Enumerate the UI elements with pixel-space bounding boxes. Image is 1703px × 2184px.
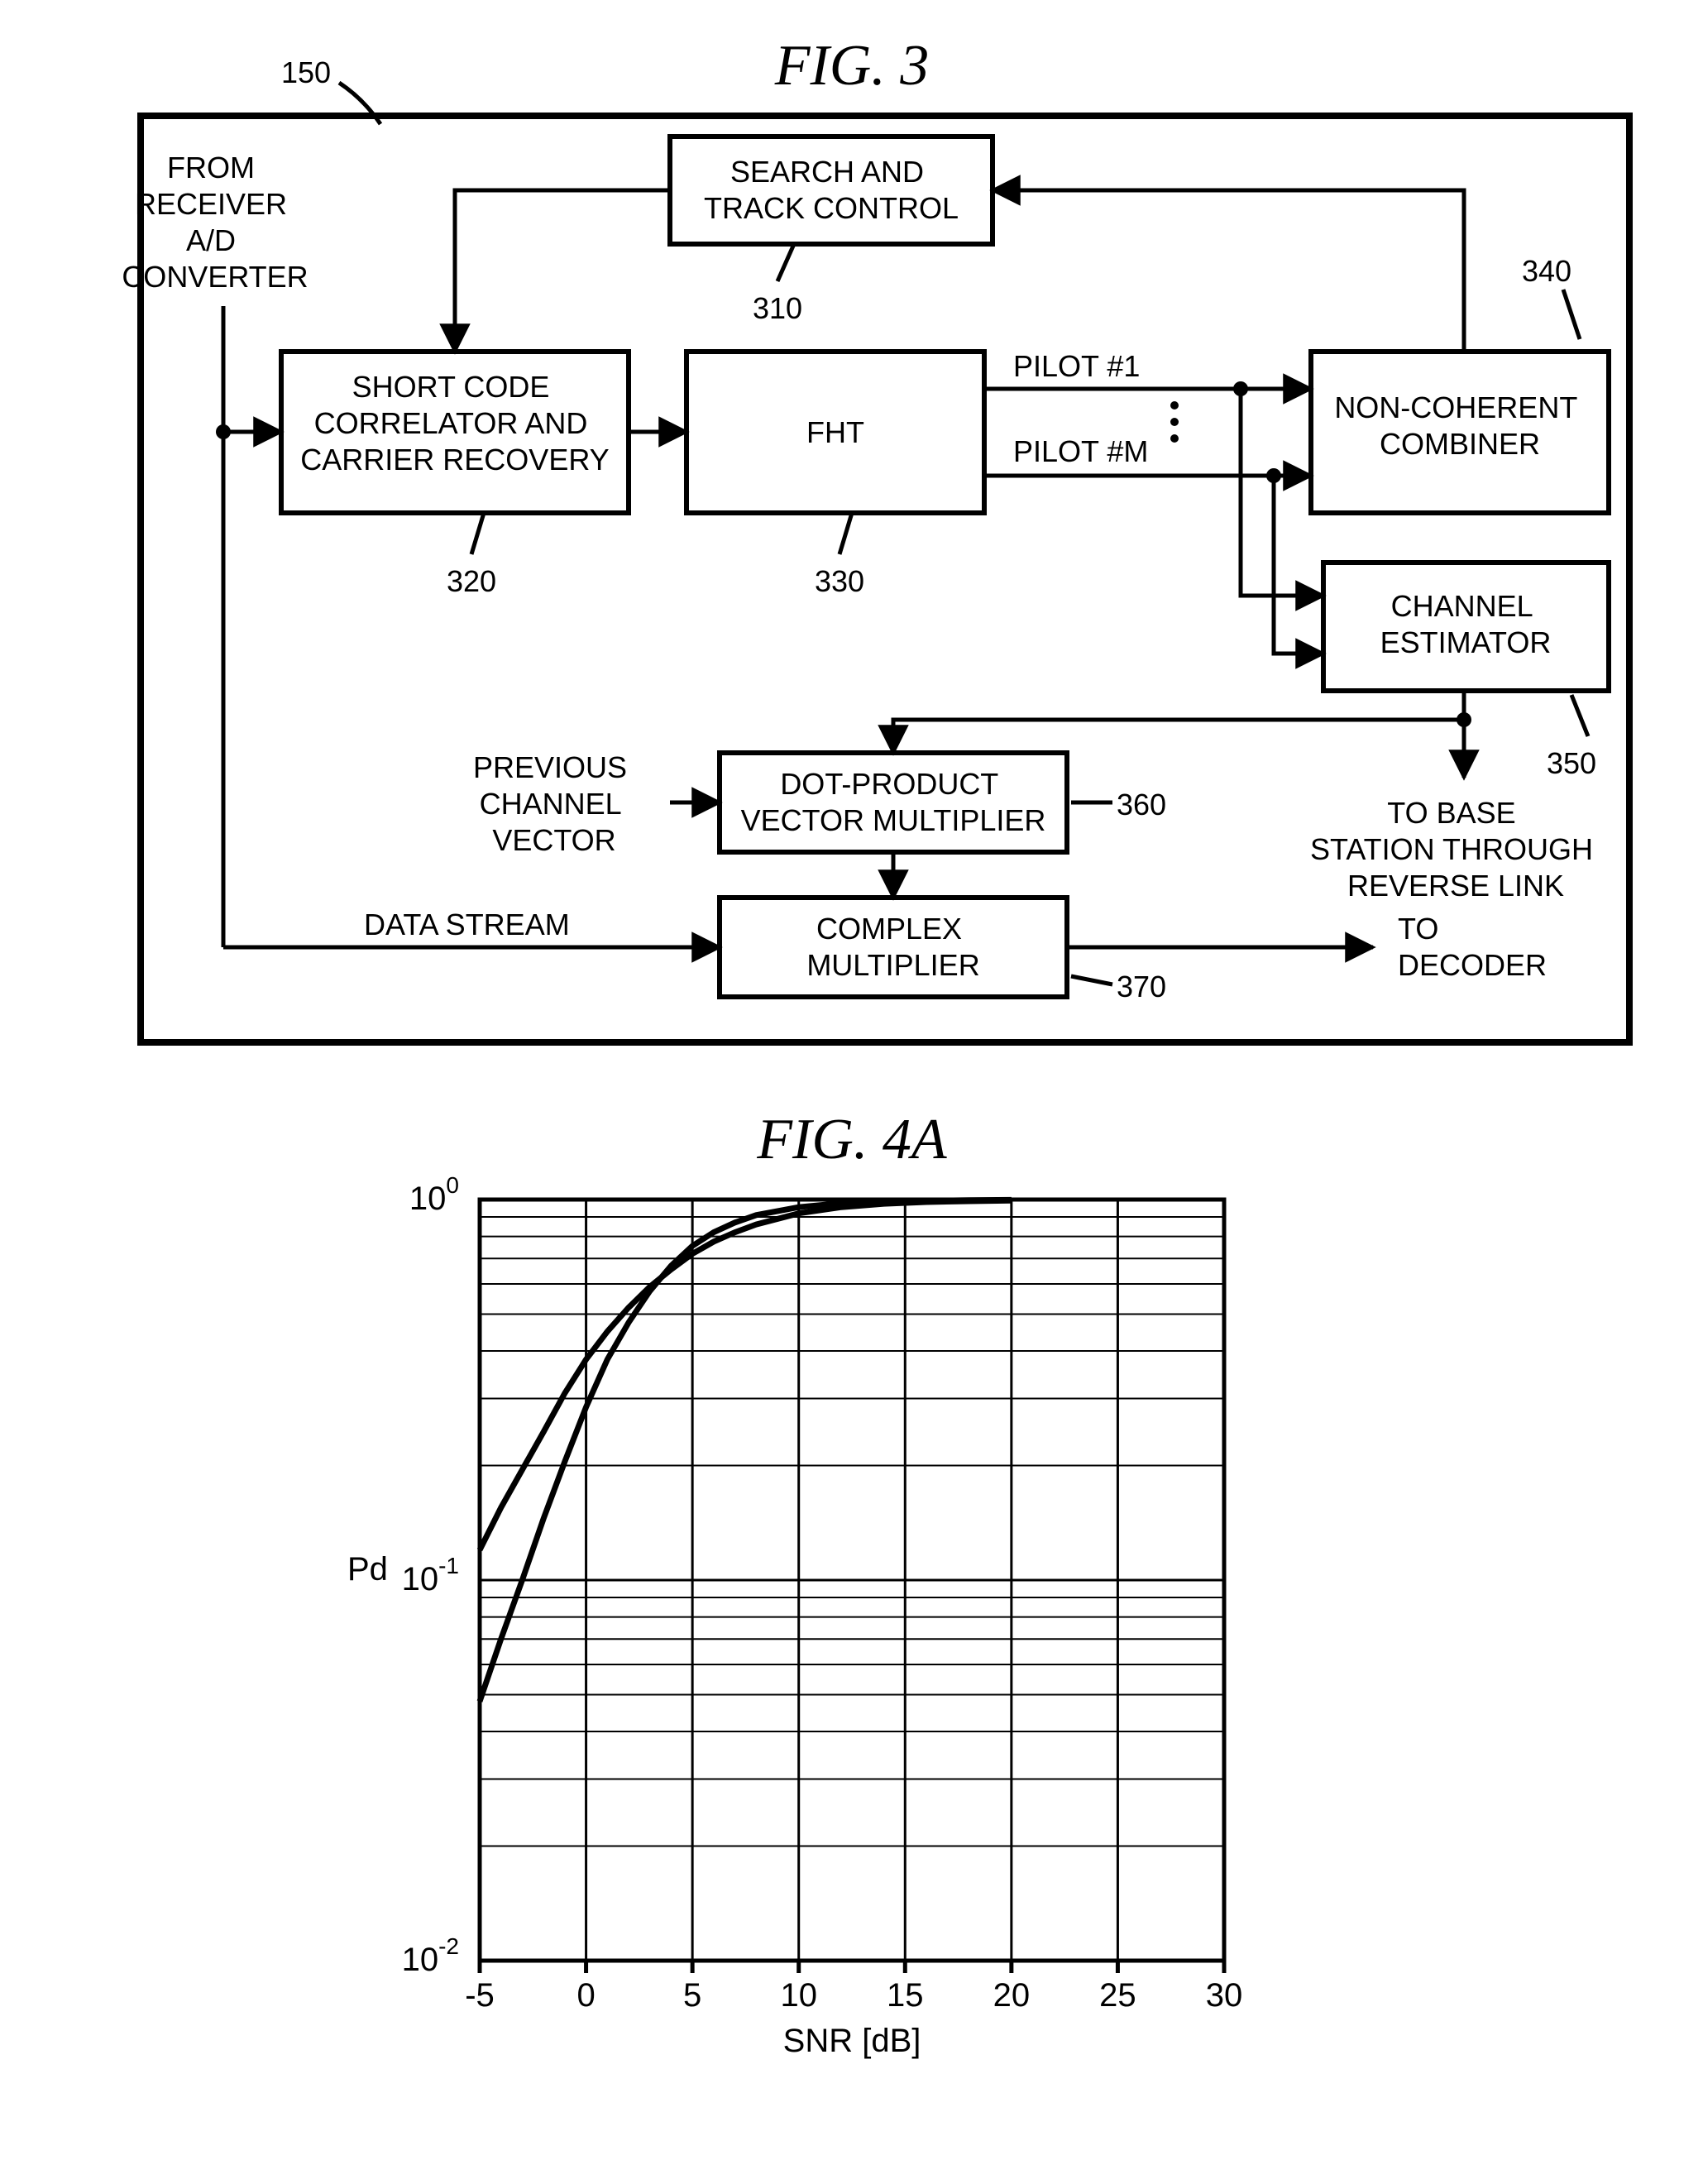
label-to-decoder: TO DECODER (1398, 912, 1547, 982)
label-pilot-m: PILOT #M (1013, 434, 1148, 468)
label-from-receiver: FROM RECEIVER A/D CONVERTER (122, 151, 308, 294)
ref-150: 150 (281, 55, 331, 89)
label-prev-channel-vector: PREVIOUS CHANNEL VECTOR (473, 750, 635, 857)
ytick-label: 100 (409, 1172, 459, 1217)
label-data-stream: DATA STREAM (364, 908, 570, 941)
xtick-label: 0 (576, 1977, 595, 2014)
ref-320: 320 (447, 564, 496, 598)
label-fht: FHT (806, 415, 864, 449)
ref-370: 370 (1117, 970, 1166, 1003)
ref-310: 310 (753, 291, 802, 325)
ref-330: 330 (815, 564, 864, 598)
xtick-label: -5 (465, 1977, 495, 2014)
xtick-label: 15 (887, 1977, 924, 2014)
xtick-label: 30 (1206, 1977, 1243, 2014)
ref-350: 350 (1547, 746, 1596, 780)
xtick-label: 10 (780, 1977, 817, 2014)
ytick-label: 10-2 (402, 1933, 459, 1978)
label-to-base-station: TO BASE STATION THROUGH REVERSE LINK (1310, 796, 1601, 903)
xlabel-snr: SNR [dB] (783, 2023, 921, 2059)
ylabel-pd: Pd (347, 1551, 388, 1588)
fig3-title: FIG. 3 (774, 34, 930, 98)
xtick-label: 20 (993, 1977, 1031, 2014)
ytick-label: 10-1 (402, 1553, 459, 1597)
ref-340: 340 (1522, 254, 1571, 288)
fig4a-chart: FIG. 4A -5 0 5 10 15 20 25 30 100 10-1 10-2 Pd SNR… (33, 1075, 1670, 2151)
label-pilot-1: PILOT #1 (1013, 349, 1140, 383)
block-search-track (670, 136, 993, 244)
xtick-label: 25 (1099, 1977, 1136, 2014)
curve-b (480, 1200, 1012, 1701)
fig3-block-diagram: FIG. 3 150 FROM RECEIVER A/D CONVERTER S… (33, 33, 1670, 1075)
fig4a-title: FIG. 4A (756, 1108, 947, 1171)
curve-a (480, 1200, 1012, 1549)
xtick-label: 5 (683, 1977, 701, 2014)
ref-360: 360 (1117, 788, 1166, 821)
